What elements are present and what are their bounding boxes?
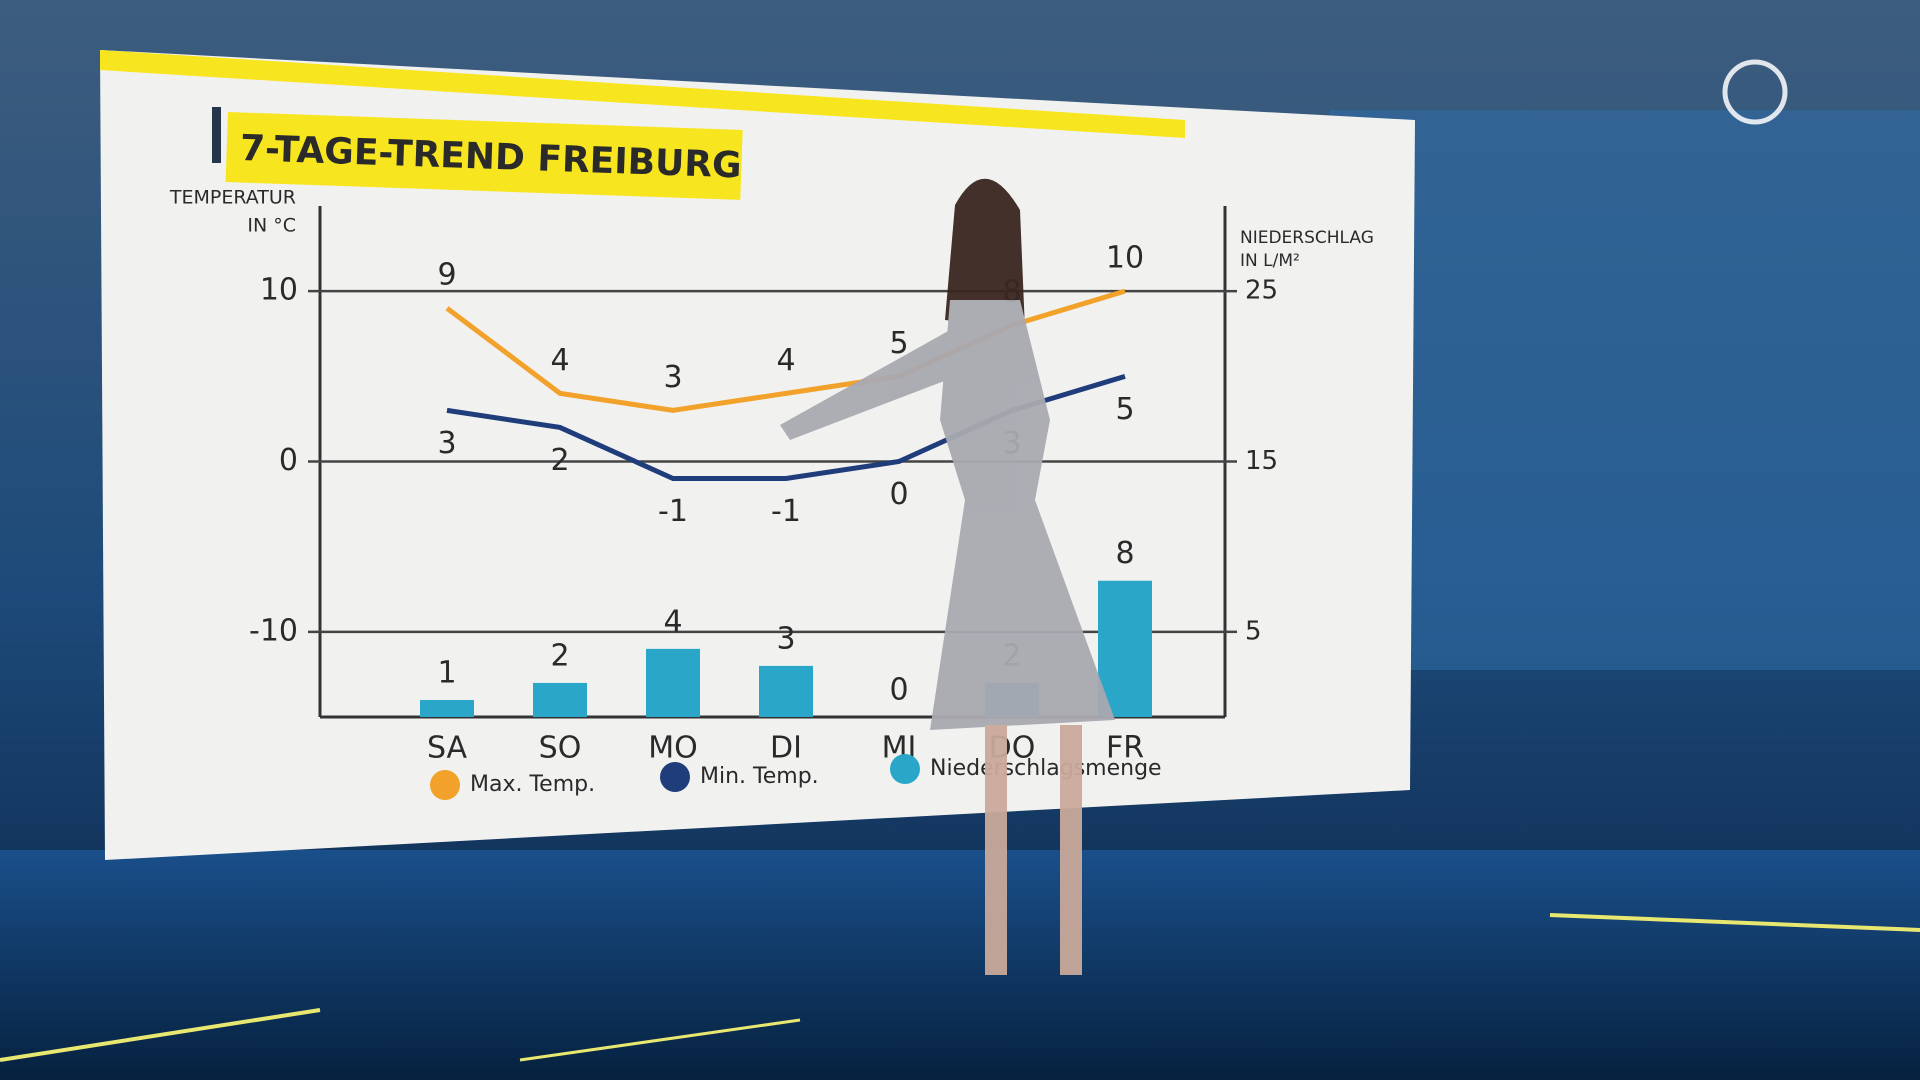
precip-bar [1098, 580, 1152, 717]
floor-light [1549, 913, 1920, 932]
y2-tick-label: 15 [1245, 446, 1278, 476]
bar-value-label: 0 [889, 673, 908, 708]
presenter-hair [945, 178, 1025, 330]
floor-light [0, 1008, 321, 1062]
line-value-label: 9 [437, 258, 456, 293]
side-screen [1330, 110, 1920, 670]
presenter-leg [1060, 725, 1082, 975]
x-tick-label: SO [539, 731, 582, 766]
precip-bar [759, 665, 813, 717]
y2-tick-label: 5 [1245, 616, 1262, 646]
x-tick-label: FR [1106, 731, 1144, 766]
legend-swatch [660, 762, 690, 792]
legend-label: Max. Temp. [470, 772, 595, 797]
line-value-label: 5 [889, 326, 908, 361]
y-tick-label: 0 [279, 443, 298, 478]
line-value-label: -1 [658, 494, 688, 529]
x-tick-label: SA [427, 731, 468, 766]
precip-bar [646, 648, 700, 717]
legend-label: Niederschlagsmenge [930, 756, 1162, 781]
bar-value-label: 1 [437, 655, 456, 690]
y-tick-label: -10 [249, 613, 298, 648]
bar-value-label: 4 [663, 604, 682, 639]
precip-bar [533, 682, 587, 717]
floor-light [519, 1018, 801, 1062]
presenter-dress [930, 300, 1115, 730]
legend-swatch [890, 754, 920, 784]
line-value-label: 4 [776, 343, 795, 378]
y2-tick-label: 25 [1245, 276, 1278, 306]
y2-axis-title: IN L/M² [1240, 251, 1300, 271]
y-axis-title: TEMPERATUR [169, 187, 296, 209]
presenter [780, 178, 1115, 975]
legend-label: Min. Temp. [700, 764, 819, 789]
presenter-arm [780, 330, 960, 440]
y-axis-title: IN °C [247, 215, 296, 237]
line-value-label: 0 [889, 477, 908, 512]
line-value-label: 5 [1115, 392, 1134, 427]
line-value-label: 4 [550, 343, 569, 378]
bar-value-label: 3 [776, 621, 795, 656]
line-value-label: 2 [550, 443, 569, 478]
title-box [225, 112, 743, 200]
line-value-label: 3 [437, 426, 456, 461]
y2-axis-title: NIEDERSCHLAG [1240, 228, 1374, 248]
x-tick-label: DI [770, 731, 802, 766]
bar-value-label: 8 [1115, 536, 1134, 571]
board-stripe [100, 50, 1185, 138]
bar-value-label: 2 [550, 638, 569, 673]
presenter-leg [985, 725, 1007, 975]
line-value-label: -1 [771, 494, 801, 529]
channel-logo [1722, 59, 1788, 125]
line-value-label: 3 [663, 360, 682, 395]
precip-bar [420, 699, 474, 717]
legend-swatch [430, 770, 460, 800]
title-bar [212, 107, 221, 163]
x-tick-label: MO [648, 731, 698, 766]
line-value-label: 10 [1106, 241, 1144, 276]
y-tick-label: 10 [260, 273, 298, 308]
floor [0, 850, 1920, 1080]
